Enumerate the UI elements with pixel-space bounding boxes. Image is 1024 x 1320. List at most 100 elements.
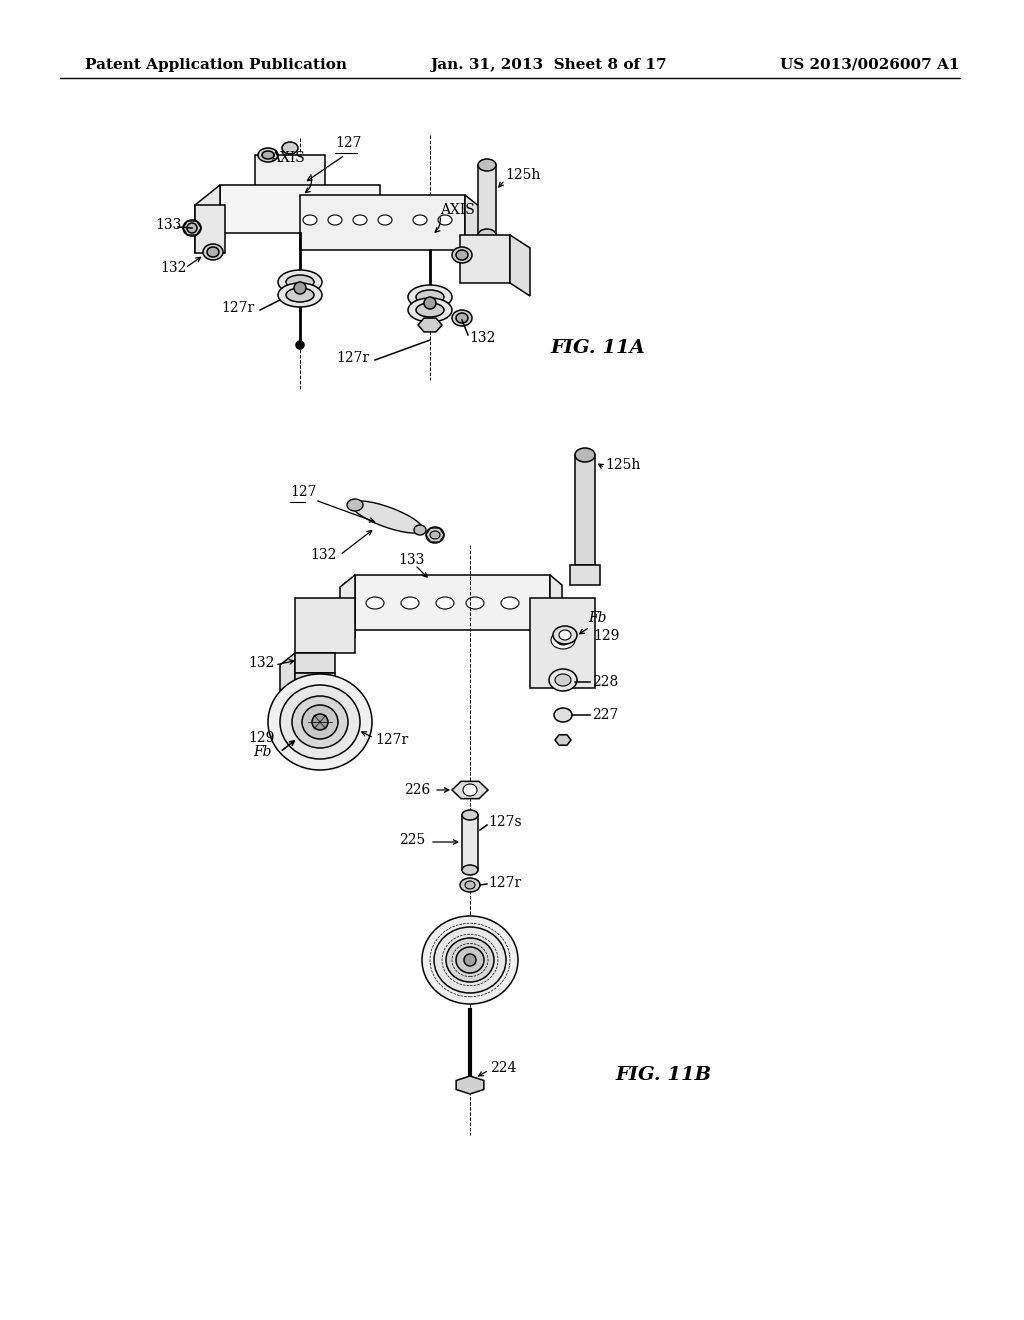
Text: AXIS: AXIS [440,203,475,216]
Text: 133: 133 [398,553,424,568]
Polygon shape [510,235,530,296]
Ellipse shape [278,282,322,308]
Text: FIG. 11B: FIG. 11B [615,1067,711,1084]
Ellipse shape [292,696,348,748]
Text: 127: 127 [290,484,316,499]
Ellipse shape [353,215,367,224]
Text: AXIS: AXIS [270,150,305,165]
Ellipse shape [426,527,444,543]
Bar [295,653,335,673]
Ellipse shape [203,244,223,260]
Bar [355,576,550,630]
Text: 125h: 125h [505,168,541,182]
Ellipse shape [296,341,304,348]
Ellipse shape [286,288,314,302]
Ellipse shape [422,916,518,1005]
Polygon shape [550,576,562,638]
Ellipse shape [465,880,475,888]
Ellipse shape [378,215,392,224]
Ellipse shape [446,939,494,982]
Text: 225: 225 [398,833,425,847]
Ellipse shape [262,150,274,158]
Bar [460,235,510,282]
Bar [462,814,478,870]
Text: 132: 132 [310,548,336,562]
Ellipse shape [408,298,452,322]
Text: 127r: 127r [488,876,521,890]
Text: 127s: 127s [488,814,521,829]
Text: 127r: 127r [337,351,370,366]
Text: 133: 133 [155,218,181,232]
Polygon shape [418,318,442,331]
Ellipse shape [414,525,426,535]
Bar [295,673,335,688]
Ellipse shape [430,531,440,539]
Text: 132: 132 [469,331,496,345]
Text: Patent Application Publication: Patent Application Publication [85,58,347,73]
Bar [195,205,225,253]
Text: 224: 224 [490,1061,516,1074]
Text: 127r: 127r [375,733,409,747]
Text: 129: 129 [593,630,620,643]
Bar [295,598,355,653]
Text: Jan. 31, 2013  Sheet 8 of 17: Jan. 31, 2013 Sheet 8 of 17 [430,58,667,73]
Ellipse shape [478,158,496,172]
Bar [530,598,595,688]
Polygon shape [456,1076,484,1094]
Ellipse shape [463,784,477,796]
Ellipse shape [351,502,423,533]
Ellipse shape [456,313,468,323]
Ellipse shape [559,630,571,640]
Bar [478,165,496,235]
Text: 132: 132 [160,261,186,275]
Ellipse shape [456,249,468,260]
Ellipse shape [286,275,314,289]
Ellipse shape [328,215,342,224]
Ellipse shape [452,310,472,326]
Ellipse shape [460,878,480,892]
Ellipse shape [434,927,506,993]
Ellipse shape [424,297,436,309]
Polygon shape [340,576,355,649]
Bar [570,565,600,585]
Text: 228: 228 [592,675,618,689]
Text: FIG. 11A: FIG. 11A [550,339,645,356]
Ellipse shape [416,304,444,317]
Bar [575,455,595,565]
Ellipse shape [551,631,575,649]
Text: Fb: Fb [253,744,271,759]
Ellipse shape [280,685,360,759]
Ellipse shape [268,675,372,770]
Ellipse shape [187,223,197,234]
Ellipse shape [258,148,278,162]
Ellipse shape [282,143,298,154]
Text: Fb: Fb [588,611,606,624]
Bar [300,195,465,249]
Text: 127r: 127r [222,301,255,315]
Text: US 2013/0026007 A1: US 2013/0026007 A1 [780,58,961,73]
Bar [220,185,380,234]
Ellipse shape [555,675,571,686]
Text: 127: 127 [335,136,361,150]
Text: 226: 226 [403,783,430,797]
Ellipse shape [303,215,317,224]
Ellipse shape [452,247,472,263]
Polygon shape [195,185,220,253]
Ellipse shape [462,865,478,875]
Text: 129: 129 [248,731,274,744]
Text: 132: 132 [248,656,274,671]
Ellipse shape [464,954,476,966]
Ellipse shape [553,626,577,644]
Bar [255,154,325,190]
Ellipse shape [294,282,306,294]
Ellipse shape [347,499,362,511]
Ellipse shape [278,271,322,294]
Ellipse shape [408,285,452,309]
Ellipse shape [302,705,338,739]
Text: 125h: 125h [605,458,640,473]
Polygon shape [452,781,488,799]
Ellipse shape [366,597,384,609]
Ellipse shape [466,597,484,609]
Ellipse shape [312,714,328,730]
Ellipse shape [557,635,569,645]
